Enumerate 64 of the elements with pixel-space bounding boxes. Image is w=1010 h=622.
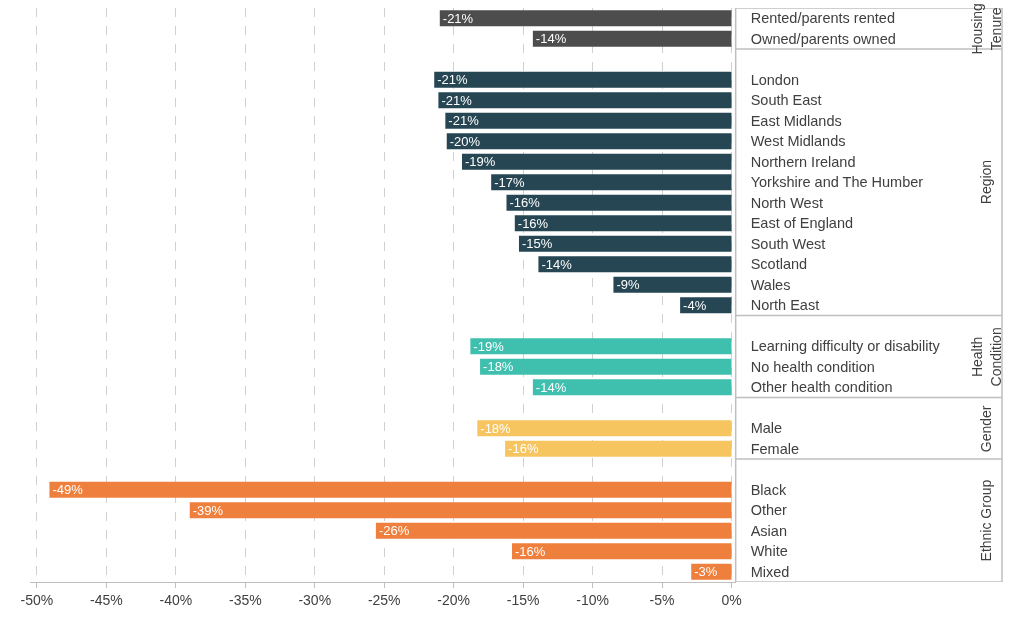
- y-tick-label: North West: [750, 194, 823, 211]
- y-tick-label: West Midlands: [750, 133, 846, 150]
- x-tick-label: -45%: [90, 591, 123, 608]
- y-tick-label: Asian: [750, 522, 787, 539]
- y-tick-label: North East: [750, 297, 820, 314]
- x-tick-label: -40%: [159, 591, 193, 608]
- data-label: -18%: [480, 420, 512, 436]
- x-tick-label: -20%: [437, 591, 471, 608]
- y-tick-label: East of England: [750, 215, 854, 232]
- x-tick-label: -35%: [228, 591, 262, 608]
- data-label: -21%: [437, 72, 469, 88]
- y-tick-label: Rented/parents rented: [750, 10, 895, 27]
- data-label: -21%: [442, 10, 474, 26]
- data-label: -14%: [535, 379, 567, 395]
- x-tick-label: -30%: [298, 591, 332, 608]
- data-label: -4%: [683, 297, 707, 313]
- data-label: -49%: [52, 482, 84, 498]
- data-label: -16%: [515, 543, 546, 559]
- y-tick-label: White: [750, 543, 788, 560]
- data-label: -19%: [473, 338, 505, 354]
- y-tick-label: Wales: [750, 276, 791, 293]
- data-label: -39%: [192, 502, 224, 518]
- x-tick-label: -50%: [20, 591, 54, 608]
- x-tick-label: 0%: [721, 591, 742, 608]
- y-tick-label: Other health condition: [750, 379, 893, 396]
- data-label: -15%: [521, 236, 553, 252]
- y-tick-label: South West: [750, 235, 826, 252]
- y-tick-label: Male: [750, 420, 783, 437]
- y-tick-label: No health condition: [750, 358, 875, 375]
- y-tick-label: Yorkshire and The Humber: [750, 174, 924, 191]
- data-label: -16%: [517, 215, 549, 231]
- x-tick-label: -15%: [506, 591, 540, 608]
- data-label: -21%: [441, 92, 473, 108]
- text: Housing Tenure: [969, 3, 1004, 55]
- text: Health Condition: [969, 327, 1004, 387]
- y-tick-label: Northern Ireland: [750, 153, 856, 170]
- data-label: -14%: [535, 31, 567, 47]
- y-tick-label: Owned/parents owned: [750, 30, 896, 47]
- y-tick-label: Learning difficulty or disability: [750, 338, 941, 355]
- data-label: -9%: [616, 277, 640, 293]
- data-label: -16%: [509, 195, 541, 211]
- data-label: -16%: [508, 441, 539, 457]
- y-tick-label: Mixed: [750, 563, 790, 580]
- text: Ethnic Group: [978, 479, 995, 562]
- data-label: -21%: [448, 113, 480, 129]
- x-tick-label: -5%: [649, 591, 675, 608]
- data-label: -3%: [694, 564, 718, 580]
- x-tick-label: -10%: [576, 591, 609, 608]
- x-tick-label: -25%: [367, 591, 401, 608]
- data-label: -14%: [541, 256, 573, 272]
- y-tick-label: Black: [750, 481, 787, 498]
- data-label: -18%: [483, 359, 514, 375]
- text: Gender: [977, 405, 994, 453]
- y-tick-label: Scotland: [750, 256, 808, 273]
- text: Region: [977, 159, 994, 205]
- y-tick-label: Other: [750, 502, 788, 519]
- y-tick-label: East Midlands: [750, 112, 842, 129]
- data-label: -26%: [378, 523, 410, 539]
- data-label: -17%: [494, 174, 525, 190]
- y-tick-label: South East: [750, 92, 822, 109]
- data-label: -20%: [449, 133, 481, 149]
- y-tick-label: Female: [750, 440, 800, 457]
- y-tick-label: London: [750, 71, 800, 88]
- data-label: -19%: [465, 154, 496, 170]
